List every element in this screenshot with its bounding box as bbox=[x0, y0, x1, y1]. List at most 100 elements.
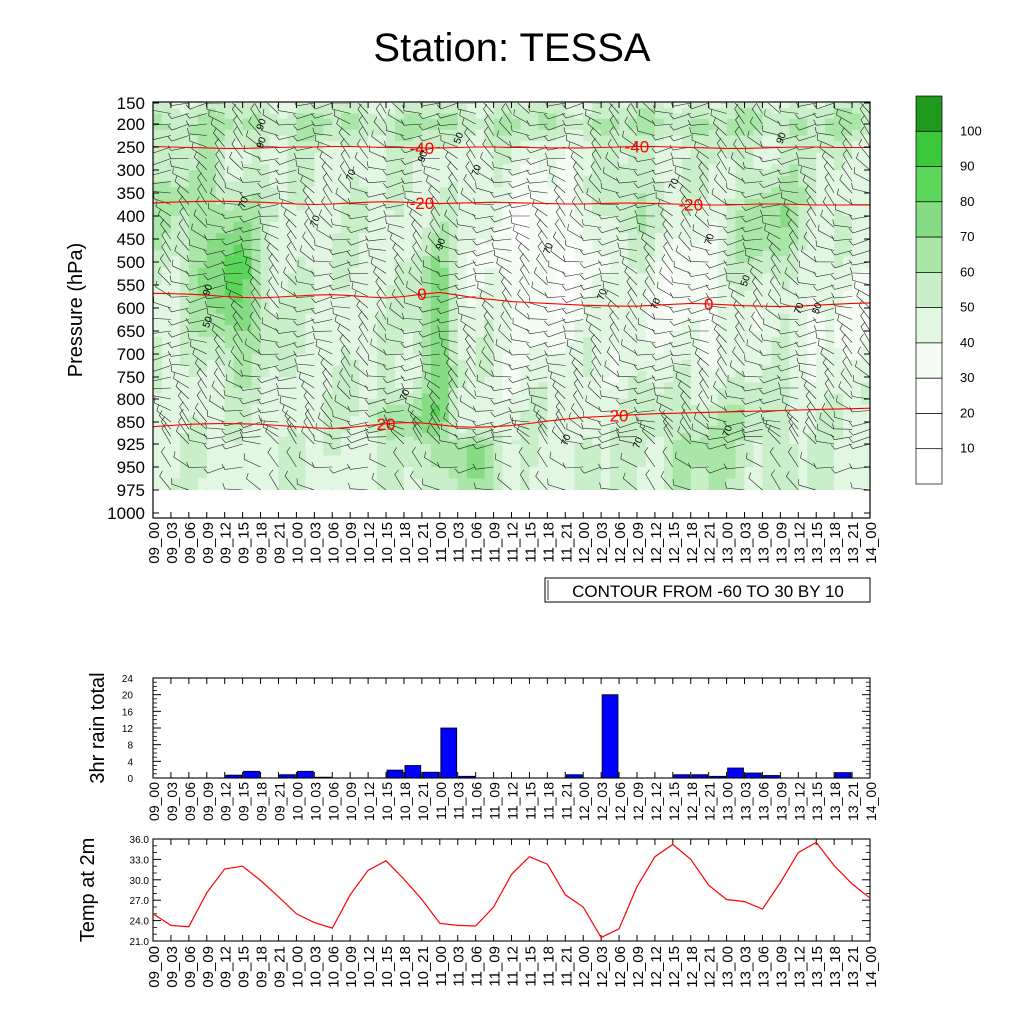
humidity-cell bbox=[717, 108, 728, 115]
humidity-cell bbox=[242, 216, 253, 223]
humidity-cell bbox=[744, 135, 755, 142]
humidity-cell bbox=[421, 227, 432, 234]
humidity-cell bbox=[206, 193, 217, 200]
humidity-cell bbox=[825, 313, 835, 321]
humidity-cell bbox=[556, 204, 566, 211]
humidity-cell bbox=[753, 425, 764, 430]
humidity-cell bbox=[520, 348, 531, 355]
humidity-cell bbox=[305, 325, 315, 332]
humidity-cell bbox=[592, 129, 602, 137]
humidity-cell bbox=[386, 256, 396, 263]
humidity-cell bbox=[502, 429, 513, 434]
humidity-cell bbox=[825, 227, 835, 234]
humidity-cell bbox=[583, 410, 593, 417]
humidity-cell bbox=[654, 285, 665, 292]
humidity-cell bbox=[601, 233, 611, 240]
humidity-cell bbox=[690, 455, 701, 468]
humidity-cell bbox=[466, 433, 477, 438]
humidity-cell bbox=[368, 365, 378, 372]
humidity-cell bbox=[251, 354, 262, 361]
humidity-cell bbox=[681, 108, 692, 115]
humidity-cell bbox=[708, 244, 719, 252]
humidity-cell bbox=[233, 113, 244, 120]
humidity-cell bbox=[341, 175, 351, 183]
humidity-cell bbox=[386, 227, 396, 234]
humidity-cell bbox=[717, 296, 728, 303]
humidity-cell bbox=[592, 285, 602, 292]
humidity-cell bbox=[421, 147, 432, 154]
humidity-cell bbox=[188, 377, 199, 384]
humidity-cell bbox=[708, 108, 719, 115]
humidity-cell bbox=[305, 290, 315, 298]
humidity-cell bbox=[798, 436, 808, 441]
humidity-cell bbox=[690, 198, 701, 206]
humidity-cell bbox=[816, 478, 826, 490]
humidity-cell bbox=[789, 393, 799, 400]
humidity-cell bbox=[636, 478, 647, 490]
humidity-cell bbox=[368, 331, 378, 338]
humidity-cell bbox=[457, 113, 468, 120]
humidity-cell bbox=[188, 455, 199, 468]
humidity-cell bbox=[636, 141, 647, 148]
humidity-cell bbox=[645, 135, 656, 142]
humidity-cell bbox=[421, 404, 432, 412]
humidity-cell bbox=[368, 181, 378, 188]
humidity-cell bbox=[448, 250, 459, 257]
humidity-cell bbox=[672, 210, 683, 217]
humidity-cell bbox=[610, 440, 620, 445]
humidity-cell bbox=[798, 239, 808, 246]
humidity-cell bbox=[699, 410, 710, 417]
humidity-cell bbox=[457, 444, 468, 457]
humidity-cell bbox=[717, 308, 728, 315]
humidity-cell bbox=[771, 302, 781, 309]
humidity-cell bbox=[583, 181, 593, 188]
humidity-cell bbox=[601, 410, 611, 417]
humidity-cell bbox=[412, 313, 423, 321]
humidity-cell bbox=[556, 216, 566, 223]
humidity-cell bbox=[690, 467, 701, 480]
humidity-cell bbox=[744, 425, 755, 430]
humidity-cell bbox=[493, 444, 504, 457]
humidity-cell bbox=[825, 164, 835, 171]
humidity-cell bbox=[807, 365, 817, 372]
humidity-cell bbox=[484, 193, 495, 200]
humidity-cell bbox=[475, 135, 486, 142]
humidity-cell bbox=[690, 382, 701, 389]
humidity-cell bbox=[735, 216, 746, 223]
humidity-cell bbox=[816, 455, 826, 468]
humidity-cell bbox=[619, 285, 629, 292]
humidity-cell bbox=[502, 170, 513, 177]
humidity-cell bbox=[547, 455, 557, 468]
humidity-cell bbox=[377, 313, 387, 321]
humidity-cell bbox=[789, 262, 799, 269]
humidity-cell bbox=[636, 233, 647, 240]
humidity-cell bbox=[547, 325, 557, 332]
humidity-cell bbox=[654, 377, 665, 384]
humidity-cell bbox=[762, 267, 773, 275]
humidity-cell bbox=[206, 210, 217, 217]
humidity-cell bbox=[350, 141, 360, 148]
humidity-cell bbox=[708, 124, 719, 131]
humidity-cell bbox=[574, 175, 584, 183]
humidity-cell bbox=[538, 478, 548, 490]
humidity-cell bbox=[708, 239, 719, 246]
humidity-cell bbox=[448, 273, 459, 280]
humidity-cell bbox=[368, 393, 378, 400]
humidity-cell bbox=[341, 433, 351, 438]
humidity-cell bbox=[287, 233, 297, 240]
humidity-cell bbox=[332, 290, 342, 298]
humidity-cell bbox=[278, 181, 289, 188]
humidity-cell bbox=[744, 273, 755, 280]
humidity-cell bbox=[359, 193, 369, 200]
humidity-cell bbox=[287, 377, 297, 384]
humidity-cell bbox=[708, 388, 719, 395]
humidity-cell bbox=[565, 113, 575, 120]
humidity-cell bbox=[807, 103, 817, 109]
humidity-cell bbox=[654, 198, 665, 206]
humidity-cell bbox=[717, 273, 728, 280]
humidity-cell bbox=[753, 429, 764, 434]
humidity-cell bbox=[798, 393, 808, 400]
humidity-cell bbox=[798, 135, 808, 142]
humidity-cell bbox=[511, 210, 522, 217]
humidity-cell bbox=[565, 164, 575, 171]
